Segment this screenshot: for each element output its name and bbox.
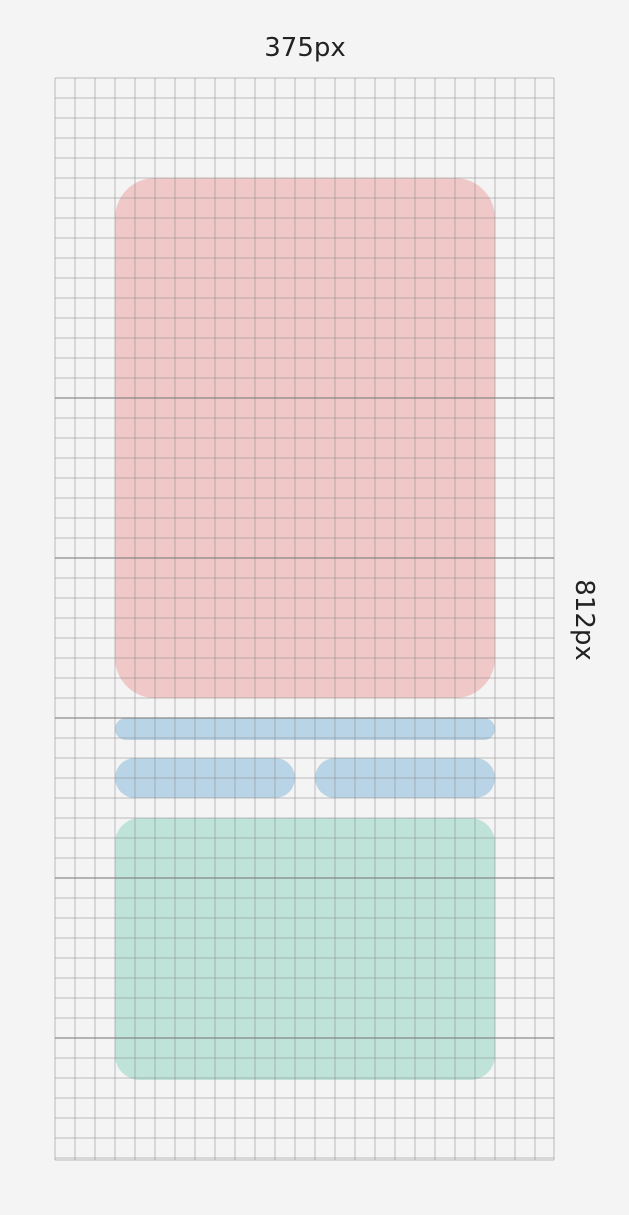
- width-label: 375px: [264, 33, 346, 63]
- bar-block: [115, 718, 495, 740]
- height-label: 812px: [569, 579, 599, 661]
- blocks: [115, 178, 495, 1080]
- grid: [54, 77, 555, 1161]
- content-block: [115, 818, 495, 1080]
